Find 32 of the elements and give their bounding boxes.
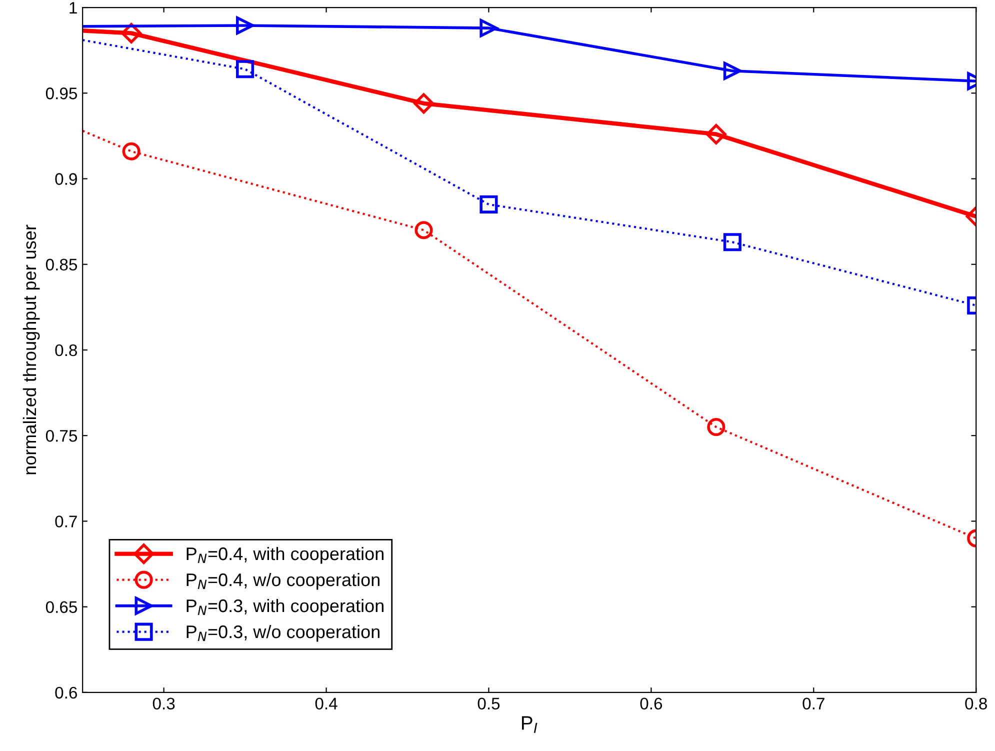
x-axis-title: P$_{I}$: [522, 716, 538, 733]
y-tick-label: 0.85: [46, 258, 78, 271]
y-tick-label: 0.7: [55, 516, 77, 528]
x-tick-label: 0.7: [802, 698, 824, 710]
point: [723, 233, 742, 252]
legend-label: P$_{N}$=0.4, with cooperation: [186, 546, 384, 564]
y-tick-label: 0.9: [55, 173, 77, 185]
x-tick-label: 0.4: [315, 698, 338, 710]
legend-label: P$_{N}$=0.3, w/o cooperation: [186, 624, 380, 642]
y-tick-label: 0.95: [46, 88, 78, 100]
x-tick-label: 0.8: [965, 698, 987, 710]
point: [706, 124, 726, 144]
x-tick-label: 0.6: [640, 698, 662, 710]
point: [236, 60, 254, 78]
legend-label: P$_{N}$=0.3, with cooperation: [186, 598, 384, 616]
point: [122, 142, 140, 160]
point: [707, 418, 726, 436]
legend-label: P$_{N}$=0.4, w/o cooperation: [186, 572, 380, 590]
y-tick-label: 1: [70, 2, 77, 14]
x-tick-label: 0.3: [152, 698, 175, 710]
y-tick-label: 0.8: [55, 344, 77, 356]
point: [480, 19, 498, 38]
y-tick-label: 0.75: [46, 430, 78, 442]
point: [414, 221, 433, 240]
x-tick-label: 0.5: [478, 698, 500, 710]
point: [480, 195, 498, 214]
point: [414, 93, 434, 114]
point: [723, 62, 742, 80]
y-tick-label: 0.65: [46, 601, 78, 614]
y-axis-title: normalized throughput per user: [22, 224, 40, 474]
y-tick-label: 0.6: [55, 686, 77, 699]
point: [236, 16, 254, 35]
